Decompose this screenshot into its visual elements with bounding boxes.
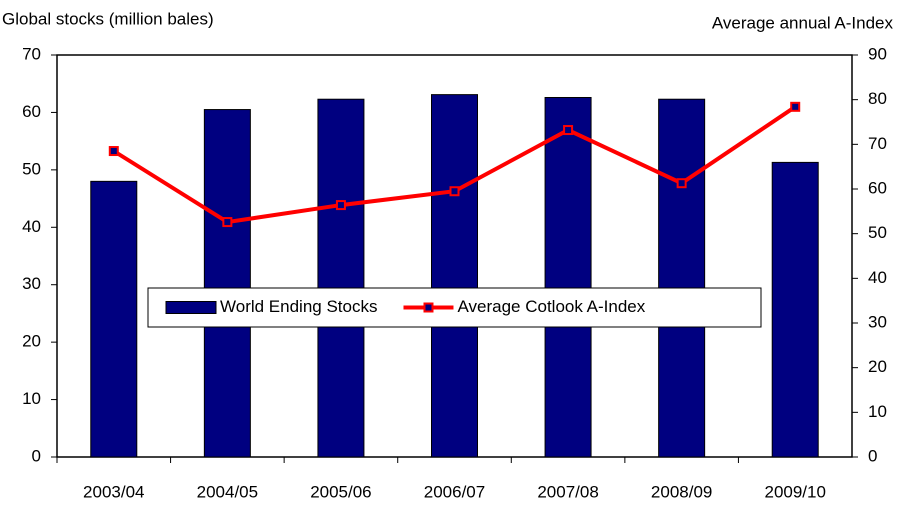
x-tick-label: 2004/05 bbox=[197, 482, 258, 501]
x-tick-label: 2005/06 bbox=[310, 482, 371, 501]
marker bbox=[222, 217, 233, 228]
bar bbox=[771, 161, 819, 458]
bar bbox=[658, 98, 706, 458]
y2-tick-label: 70 bbox=[868, 134, 887, 153]
y2-tick-label: 20 bbox=[868, 357, 887, 376]
bar bbox=[90, 180, 138, 458]
legend: World Ending Stocks Average Cotlook A-Ind… bbox=[147, 287, 762, 328]
x-tick-label: 2006/07 bbox=[424, 482, 485, 501]
bar bbox=[544, 96, 592, 458]
legend-swatch bbox=[165, 301, 217, 314]
bar bbox=[317, 98, 365, 458]
marker bbox=[676, 178, 687, 189]
bar bbox=[431, 94, 478, 458]
marker bbox=[449, 186, 460, 197]
y-axis-title: Global stocks (million bales) bbox=[2, 9, 214, 28]
y2-tick-label: 40 bbox=[868, 268, 887, 287]
y-tick-label: 30 bbox=[22, 274, 41, 293]
legend-label: World Ending Stocks bbox=[220, 297, 377, 316]
marker bbox=[563, 125, 574, 136]
y2-tick-label: 80 bbox=[868, 89, 887, 108]
y-tick-label: 0 bbox=[32, 446, 41, 465]
y2-tick-label: 30 bbox=[868, 312, 887, 331]
y-tick-label: 50 bbox=[22, 159, 41, 178]
legend-marker bbox=[423, 302, 434, 313]
y2-tick-label: 50 bbox=[868, 223, 887, 242]
y2-tick-label: 90 bbox=[868, 44, 887, 63]
marker bbox=[790, 101, 801, 112]
y2-tick-label: 0 bbox=[868, 446, 877, 465]
bar bbox=[203, 109, 251, 458]
marker bbox=[108, 146, 119, 157]
x-tick-label: 2008/09 bbox=[651, 482, 712, 501]
x-tick-label: 2009/10 bbox=[764, 482, 825, 501]
y-tick-label: 70 bbox=[22, 44, 41, 63]
marker bbox=[335, 200, 346, 211]
legend-label: Average Cotlook A-Index bbox=[457, 297, 645, 316]
legend-box bbox=[147, 287, 762, 328]
y2-tick-label: 60 bbox=[868, 178, 887, 197]
y-tick-label: 20 bbox=[22, 332, 41, 351]
x-tick-label: 2003/04 bbox=[83, 482, 144, 501]
y-tick-label: 40 bbox=[22, 217, 41, 236]
y2-tick-label: 10 bbox=[868, 402, 887, 421]
x-tick-label: 2007/08 bbox=[537, 482, 598, 501]
y2-axis-title: Average annual A-Index bbox=[712, 13, 894, 32]
y-tick-label: 10 bbox=[22, 389, 41, 408]
y-tick-label: 60 bbox=[22, 102, 41, 121]
